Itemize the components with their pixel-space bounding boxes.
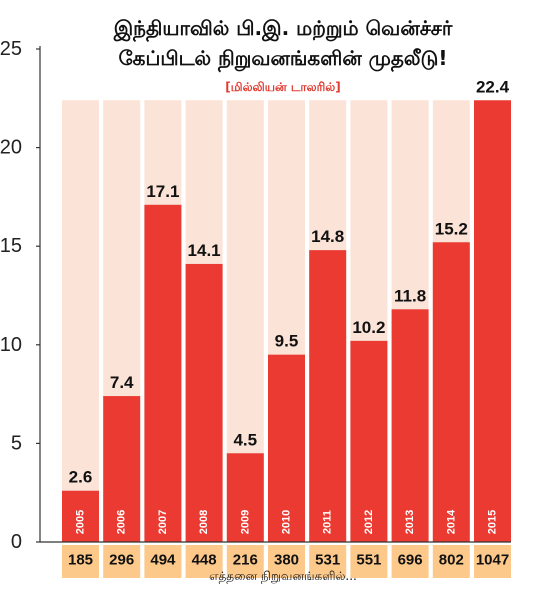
bar: [226, 453, 264, 542]
category-label: 2008: [198, 510, 210, 534]
bar-background: [62, 100, 99, 542]
count-label: 185: [68, 552, 93, 569]
count-label: 1047: [476, 552, 509, 569]
bar: [268, 354, 305, 542]
bar-value-label: 17.1: [146, 182, 179, 201]
count-label: 696: [398, 552, 423, 569]
y-tick-label: 25: [0, 38, 22, 60]
bar-value-label: 2.6: [69, 468, 93, 487]
bar-value-label: 4.5: [233, 430, 257, 449]
count-label: 494: [150, 552, 176, 569]
chart-title-line2: கேப்பிடல் நிறுவனங்களின் முதலீடு!: [118, 46, 447, 73]
category-label: 2012: [363, 510, 375, 534]
count-box: [144, 545, 182, 578]
y-tick-label: 0: [11, 531, 22, 553]
bar: [432, 242, 470, 543]
bar: [474, 100, 511, 542]
category-label: 2011: [322, 510, 334, 534]
bar-value-label: 14.8: [311, 227, 344, 246]
category-label: 2015: [487, 510, 499, 534]
y-axis: 0 5 10 15 20 25: [0, 38, 511, 553]
bar-value-label: 22.4: [476, 77, 510, 96]
count-label: 380: [274, 552, 299, 569]
bar: [350, 340, 388, 542]
count-box: [309, 545, 347, 578]
count-box: [185, 545, 223, 578]
count-label: 448: [192, 552, 217, 569]
count-box: [432, 545, 470, 578]
y-tick-label: 5: [11, 432, 22, 454]
category-label: 2007: [157, 510, 169, 534]
bar: [391, 309, 429, 542]
counts-footer-label: எத்தனை நிறுவனங்களில்...: [209, 569, 357, 584]
category-label: 2014: [445, 509, 457, 534]
bar-value-label: 9.5: [275, 332, 299, 351]
bars-layer: 2.6 2005 7.4 2006 17.1 2007 14.1 2008 4.5 2009 9.5…: [62, 77, 511, 543]
bar: [185, 263, 223, 542]
count-box: [62, 545, 99, 578]
count-label: 551: [356, 552, 381, 569]
count-box: [103, 545, 141, 578]
category-label: 2013: [404, 510, 416, 534]
y-tick-label: 10: [0, 334, 22, 356]
category-label: 2005: [75, 510, 87, 534]
count-label: 296: [109, 552, 134, 569]
bar-value-label: 15.2: [435, 219, 468, 238]
y-tick-label: 20: [0, 137, 22, 159]
count-box: [350, 545, 388, 578]
bar: [62, 490, 99, 542]
bar-value-label: 11.8: [394, 286, 426, 305]
count-row: 185 296 494 448 216 380 531 551 696 802 1047: [62, 545, 511, 578]
count-label: 216: [233, 552, 258, 569]
count-box: [226, 545, 264, 578]
bar: [144, 204, 182, 542]
category-label: 2010: [281, 510, 293, 534]
y-tick-label: 15: [0, 235, 22, 257]
bar: [103, 396, 141, 542]
count-box: [474, 545, 511, 578]
bar: [309, 250, 347, 543]
chart-title-line1: இந்தியாவில் பி.இ. மற்றும் வென்ச்சர்: [113, 16, 453, 42]
count-label: 802: [439, 552, 464, 569]
category-label: 2006: [116, 510, 128, 534]
bar-value-label: 7.4: [110, 373, 134, 392]
chart-subtitle: [மில்லியன் டாலரில்]: [225, 80, 340, 94]
category-label: 2009: [239, 510, 251, 534]
count-label: 531: [315, 552, 340, 569]
count-box: [268, 545, 305, 578]
bar-value-label: 14.1: [188, 241, 221, 260]
bar-value-label: 10.2: [352, 318, 385, 337]
count-box: [391, 545, 429, 578]
